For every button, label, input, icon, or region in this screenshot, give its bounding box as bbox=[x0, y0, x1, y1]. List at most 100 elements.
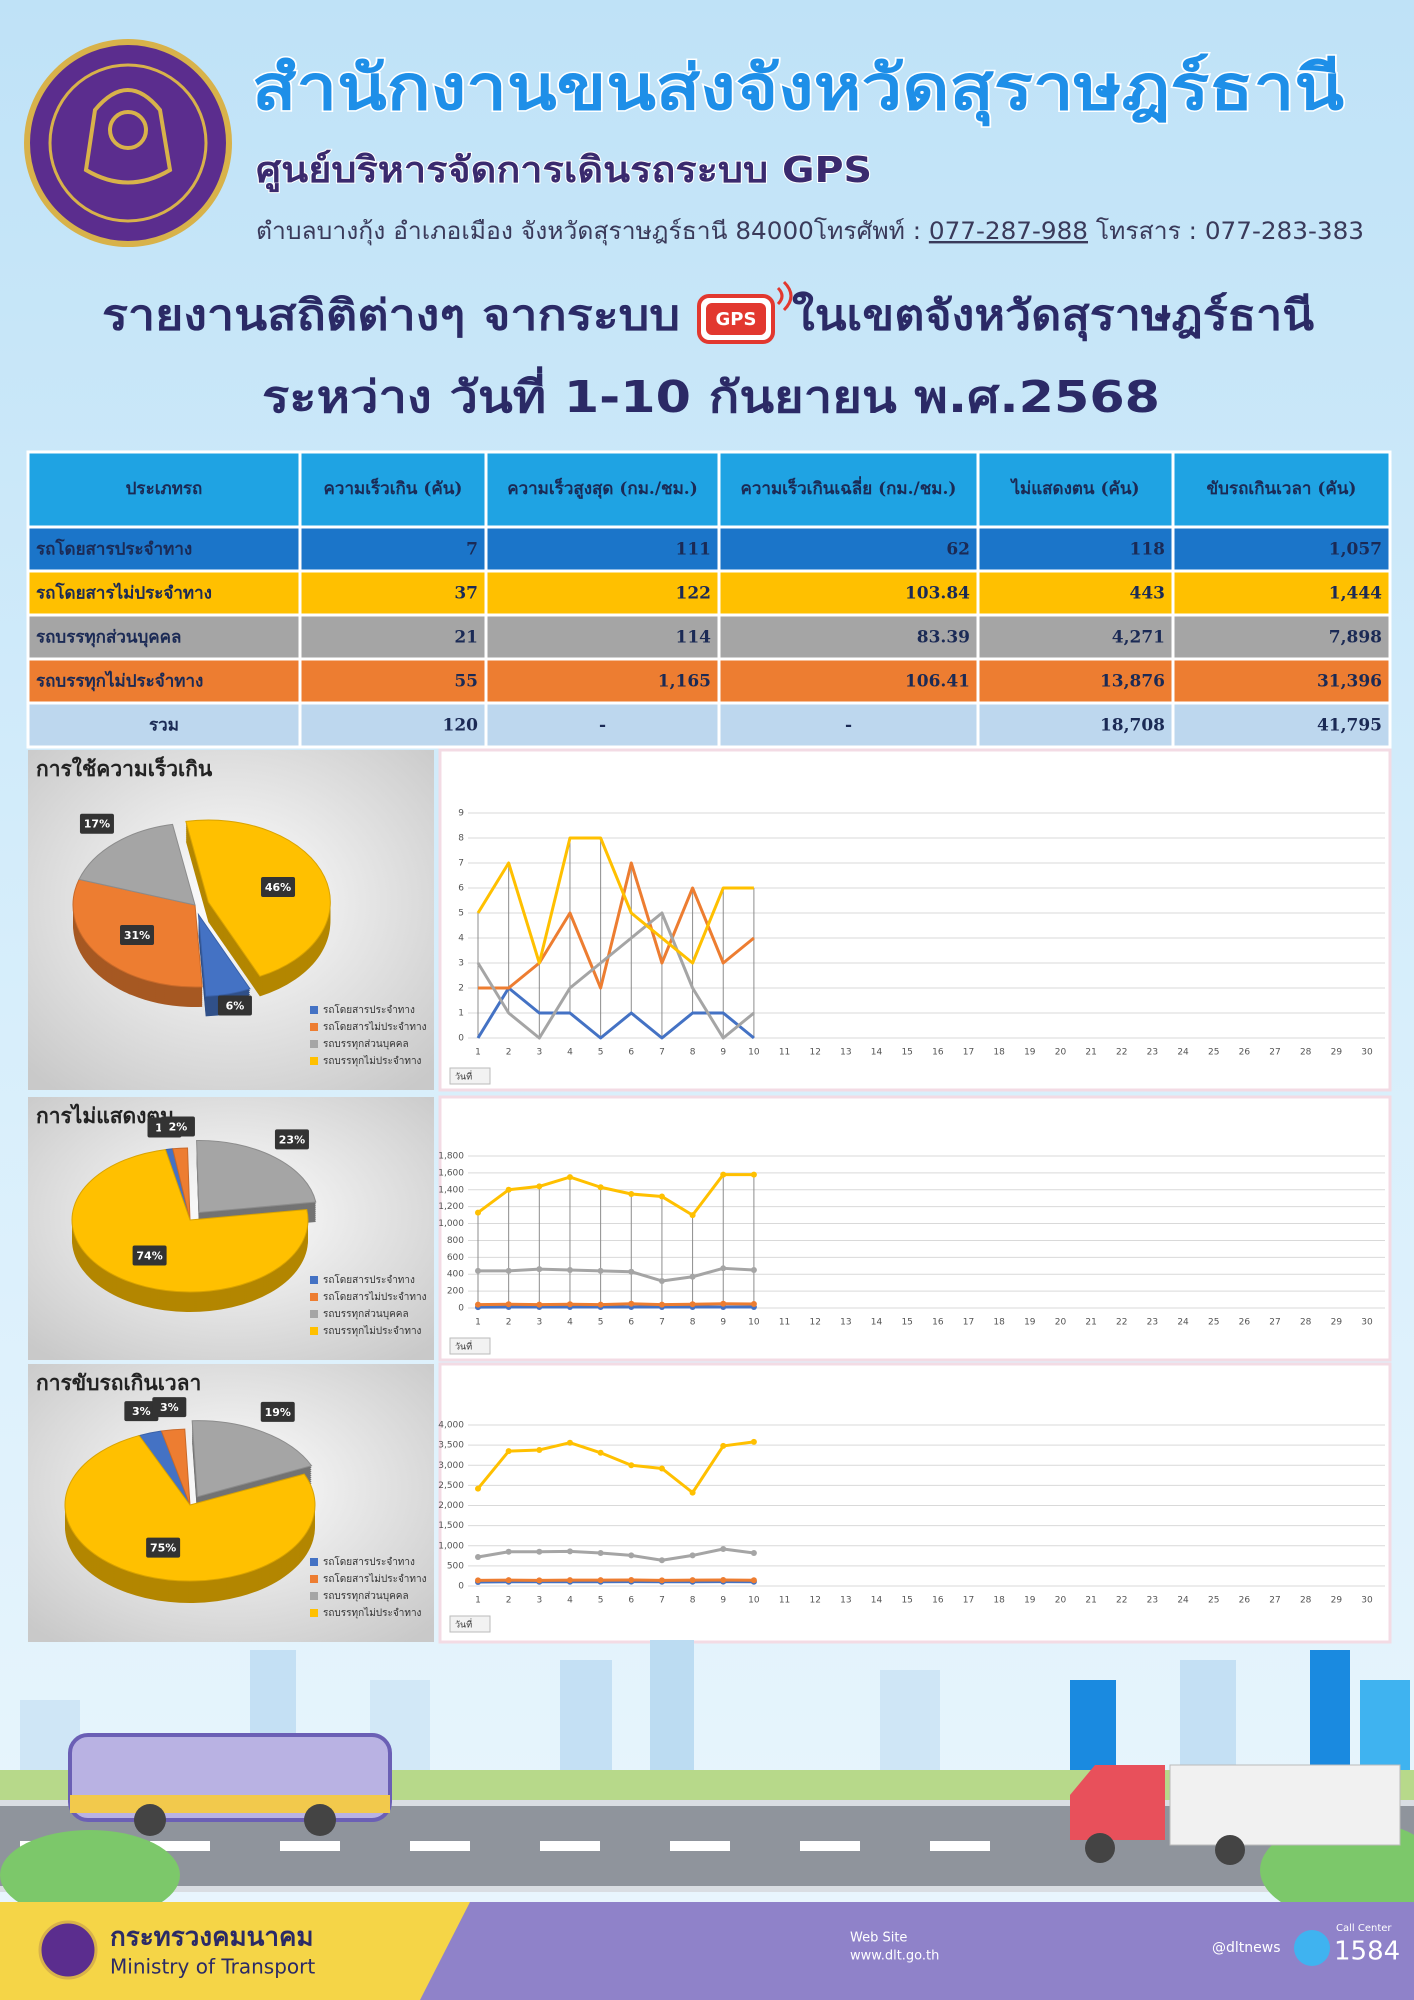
series-point bbox=[658, 1193, 665, 1200]
x-tick-label: 6 bbox=[628, 1318, 634, 1328]
x-tick-label: 6 bbox=[628, 1596, 634, 1606]
data-label-box bbox=[274, 1129, 309, 1150]
line-panel bbox=[438, 748, 1392, 1092]
cell-value: 103.84 bbox=[905, 584, 970, 604]
x-tick-label: 13 bbox=[840, 1318, 851, 1328]
x-tick-label: 23 bbox=[1147, 1318, 1158, 1328]
legend-swatch bbox=[310, 1057, 318, 1065]
cell-value: 55 bbox=[454, 672, 478, 692]
x-tick-label: 6 bbox=[628, 1048, 634, 1058]
data-label-box bbox=[132, 1245, 167, 1266]
x-tick-label: 25 bbox=[1208, 1048, 1219, 1058]
series-point bbox=[536, 1266, 543, 1273]
series-line bbox=[476, 836, 754, 965]
x-tick-label: 10 bbox=[748, 1596, 760, 1606]
x-tick-label: 13 bbox=[840, 1048, 851, 1058]
pie-slice bbox=[71, 1149, 309, 1293]
data-label-box bbox=[261, 876, 296, 897]
x-tick-label: 29 bbox=[1331, 1596, 1343, 1606]
series-point bbox=[536, 1548, 543, 1555]
call-center-label: Call Center bbox=[1336, 1923, 1392, 1934]
legend-label: รถบรรทุกไม่ประจำทาง bbox=[323, 1325, 422, 1337]
pie-slice bbox=[197, 912, 251, 997]
cell-value: 7 bbox=[466, 540, 478, 560]
series-point bbox=[566, 1439, 573, 1446]
y-tick-label: 2,500 bbox=[438, 1481, 464, 1491]
fax-number: โทรสาร : 077-283-383 bbox=[1088, 217, 1364, 245]
x-tick-label: 30 bbox=[1361, 1048, 1373, 1058]
series-point bbox=[720, 1576, 727, 1583]
series-point bbox=[689, 1489, 696, 1496]
cell-value: - bbox=[599, 716, 606, 736]
series-point bbox=[720, 1171, 727, 1178]
y-tick-label: 1,800 bbox=[438, 1152, 464, 1162]
x-tick-label: 8 bbox=[690, 1318, 696, 1328]
series-point bbox=[628, 1300, 635, 1307]
series-point bbox=[475, 1554, 481, 1561]
x-tick-label: 25 bbox=[1208, 1318, 1219, 1328]
x-tick-label: 18 bbox=[993, 1596, 1005, 1606]
cell-value: 62 bbox=[946, 540, 970, 560]
y-tick-label: 0 bbox=[458, 1304, 464, 1314]
series-point bbox=[658, 1301, 665, 1308]
y-tick-label: 4,000 bbox=[438, 1421, 464, 1431]
y-tick-label: 3 bbox=[458, 959, 464, 969]
x-tick-label: 24 bbox=[1177, 1596, 1189, 1606]
x-tick-label: 11 bbox=[779, 1318, 790, 1328]
x-tick-label: 24 bbox=[1177, 1318, 1189, 1328]
series-line bbox=[476, 911, 755, 1040]
report-title-area: ในเขตจังหวัดสุราษฎร์ธานี bbox=[792, 291, 1314, 342]
x-tick-label: 24 bbox=[1177, 1048, 1189, 1058]
cell-value: 120 bbox=[443, 716, 479, 736]
table-cell bbox=[26, 613, 302, 661]
header-text: ความเร็วเกินเฉลี่ย (กม./ชม.) bbox=[741, 476, 957, 499]
pie-slice bbox=[78, 823, 196, 906]
series-point bbox=[658, 1577, 665, 1584]
center-title: ศูนย์บริหารจัดการเดินรถระบบ GPS bbox=[256, 149, 872, 193]
series-point bbox=[475, 1209, 481, 1216]
x-tick-label: 27 bbox=[1269, 1596, 1280, 1606]
header-text: ขับรถเกินเวลา (คัน) bbox=[1207, 479, 1357, 499]
pie-slice bbox=[172, 1147, 191, 1221]
series-point bbox=[566, 1548, 573, 1555]
logo bbox=[24, 39, 232, 247]
stats-table: ประเภทรถ ความเร็วเกิน (คัน) ความเร็วสูงสุด… bbox=[26, 450, 1392, 749]
row-label: รถโดยสารประจำทาง bbox=[36, 539, 192, 560]
data-label: 3% bbox=[132, 1405, 151, 1418]
series-point bbox=[720, 1265, 727, 1272]
series-point bbox=[597, 1301, 604, 1308]
data-label-box bbox=[260, 1401, 295, 1422]
y-tick-label: 400 bbox=[447, 1270, 464, 1280]
table-cell bbox=[484, 569, 721, 617]
header-text: ประเภทรถ bbox=[126, 479, 203, 499]
series-point bbox=[597, 1267, 604, 1274]
x-tick-label: 29 bbox=[1331, 1048, 1343, 1058]
legend-label: รถบรรทุกส่วนบุคคล bbox=[323, 1309, 409, 1320]
series-point bbox=[689, 1273, 696, 1280]
filter-label: วันที่ bbox=[455, 1618, 472, 1631]
x-tick-label: 17 bbox=[963, 1596, 974, 1606]
y-tick-label: 3,000 bbox=[438, 1461, 464, 1471]
series-point bbox=[628, 1576, 635, 1583]
legend-swatch bbox=[310, 1575, 318, 1583]
phone-number: 077-287-988 bbox=[929, 217, 1088, 245]
y-tick-label: 1,000 bbox=[438, 1541, 464, 1551]
y-tick-label: 6 bbox=[458, 884, 464, 894]
x-tick-label: 27 bbox=[1269, 1318, 1280, 1328]
x-tick-label: 19 bbox=[1024, 1048, 1036, 1058]
cell-value: 4,271 bbox=[1112, 628, 1165, 648]
x-tick-label: 1 bbox=[475, 1048, 481, 1058]
series-point bbox=[658, 1277, 665, 1284]
filter-button bbox=[449, 1615, 491, 1633]
series-point bbox=[475, 1577, 481, 1584]
y-tick-label: 800 bbox=[447, 1236, 464, 1246]
x-tick-label: 11 bbox=[779, 1596, 790, 1606]
data-label: 31% bbox=[124, 929, 150, 942]
x-tick-label: 7 bbox=[659, 1318, 665, 1328]
x-tick-label: 27 bbox=[1269, 1048, 1280, 1058]
y-tick-label: 500 bbox=[447, 1561, 464, 1571]
table-cell bbox=[1171, 613, 1392, 661]
series-point bbox=[536, 1446, 543, 1453]
x-tick-label: 3 bbox=[536, 1596, 542, 1606]
legend-swatch bbox=[310, 1293, 318, 1301]
